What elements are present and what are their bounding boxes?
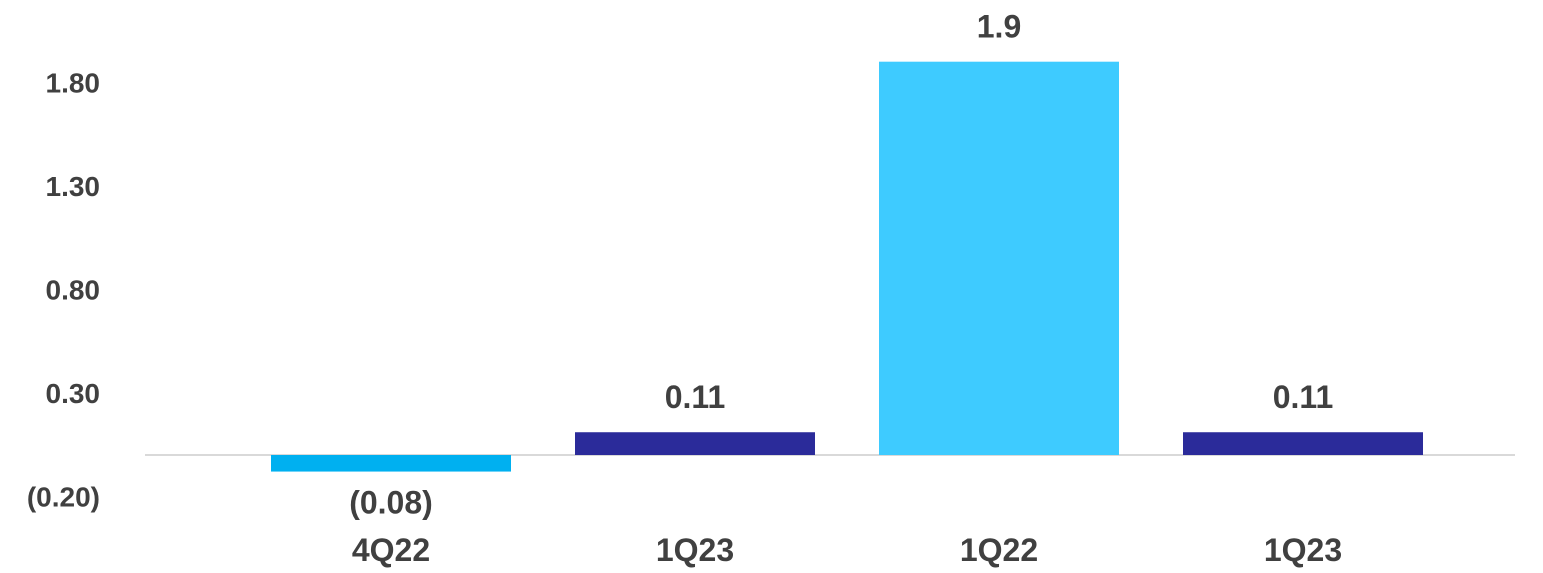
y-tick-label: 1.80 <box>46 67 101 98</box>
bar <box>271 455 511 472</box>
x-category-label: 1Q23 <box>1264 532 1342 568</box>
data-label: 0.11 <box>665 379 726 415</box>
data-label: (0.08) <box>349 485 433 521</box>
y-axis: (0.20) 0.30 0.80 1.30 1.80 <box>27 67 100 512</box>
y-tick-label: (0.20) <box>27 481 100 512</box>
data-label: 1.9 <box>977 9 1021 45</box>
y-tick-label: 0.30 <box>46 378 101 409</box>
bar <box>575 432 815 455</box>
bar <box>879 61 1119 455</box>
x-axis: 4Q22 1Q23 1Q22 1Q23 <box>352 532 1342 568</box>
bars <box>271 61 1423 472</box>
x-category-label: 1Q22 <box>960 532 1038 568</box>
y-tick-label: 1.30 <box>46 171 101 202</box>
data-labels: (0.08) 0.11 1.9 0.11 <box>349 9 1333 521</box>
y-tick-label: 0.80 <box>46 274 101 305</box>
data-label: 0.11 <box>1273 379 1334 415</box>
bar <box>1183 432 1423 455</box>
x-category-label: 4Q22 <box>352 532 430 568</box>
x-category-label: 1Q23 <box>656 532 734 568</box>
